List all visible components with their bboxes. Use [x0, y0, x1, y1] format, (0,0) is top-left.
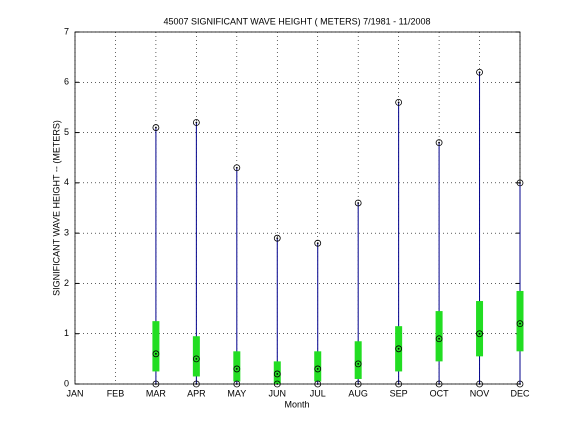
median-marker	[435, 335, 443, 343]
median-dot	[195, 357, 198, 360]
median-dot	[316, 368, 319, 370]
max-dot	[235, 166, 238, 169]
box	[476, 301, 484, 357]
max-dot	[357, 202, 360, 204]
median-marker	[354, 360, 362, 368]
y-axis-label: SIGNIFICANT WAVE HEIGHT -- (METERS)	[51, 120, 61, 296]
y-tick-label: 4	[64, 177, 69, 187]
x-tick-label: MAR	[146, 388, 167, 398]
median-marker	[152, 350, 160, 358]
max-marker	[516, 179, 524, 187]
median-dot	[357, 362, 360, 365]
min-dot	[438, 383, 440, 385]
box	[516, 290, 524, 352]
box	[314, 351, 322, 382]
x-axis-label: Month	[284, 399, 309, 409]
median-marker	[273, 370, 281, 378]
box	[273, 361, 281, 384]
min-marker	[516, 380, 524, 388]
max-marker	[435, 139, 443, 147]
min-marker	[192, 380, 200, 388]
y-tick-label: 7	[64, 26, 69, 36]
max-dot	[478, 71, 481, 74]
median-marker	[476, 330, 483, 338]
max-marker	[354, 199, 362, 207]
x-tick-label: MAY	[227, 388, 246, 398]
x-tick-label: SEP	[390, 388, 408, 398]
y-tick-label: 5	[64, 127, 69, 137]
x-tick-label: OCT	[430, 388, 450, 398]
box	[152, 321, 160, 372]
median-dot	[155, 352, 157, 355]
max-dot	[276, 237, 279, 240]
median-dot	[397, 347, 400, 350]
max-dot	[195, 121, 198, 124]
x-tick-label: JAN	[66, 388, 83, 398]
median-marker	[395, 345, 403, 353]
min-marker	[314, 380, 322, 388]
max-marker	[233, 164, 241, 172]
max-marker	[395, 99, 403, 106]
box	[233, 351, 241, 382]
max-dot	[397, 101, 400, 104]
median-dot	[478, 332, 481, 335]
max-marker	[314, 239, 322, 247]
min-marker	[476, 380, 483, 388]
min-dot	[357, 383, 360, 385]
box	[354, 341, 362, 379]
chart-title: 45007 SIGNIFICANT WAVE HEIGHT ( METERS) …	[163, 16, 430, 26]
median-marker	[192, 355, 200, 363]
x-tick-label: FEB	[107, 388, 125, 398]
median-marker	[233, 365, 241, 373]
max-dot	[519, 181, 521, 184]
min-dot	[397, 383, 400, 385]
x-tick-label: JUL	[310, 388, 326, 398]
median-marker	[516, 320, 524, 328]
max-marker	[152, 124, 160, 131]
y-tick-label: 2	[64, 278, 69, 288]
y-tick-label: 1	[64, 328, 69, 338]
median-dot	[438, 337, 440, 340]
min-marker	[435, 380, 443, 388]
median-marker	[314, 365, 322, 373]
median-dot	[519, 322, 521, 325]
min-dot	[155, 383, 157, 385]
min-marker	[354, 380, 362, 388]
min-dot	[276, 383, 279, 385]
min-dot	[519, 383, 521, 385]
min-dot	[195, 383, 198, 385]
x-tick-label: AUG	[348, 388, 368, 398]
x-tick-label: DEC	[510, 388, 530, 398]
y-tick-label: 3	[64, 228, 69, 238]
min-marker	[233, 380, 241, 388]
max-dot	[438, 141, 440, 144]
min-dot	[235, 383, 238, 385]
max-dot	[155, 126, 157, 129]
min-marker	[395, 380, 403, 388]
y-tick-label: 6	[64, 77, 69, 87]
y-tick-label: 0	[64, 378, 69, 388]
min-dot	[478, 383, 481, 385]
median-dot	[235, 368, 238, 370]
max-marker	[192, 119, 200, 126]
median-dot	[276, 373, 279, 375]
x-tick-label: APR	[187, 388, 206, 398]
max-marker	[273, 234, 281, 242]
box	[192, 336, 200, 377]
min-marker	[152, 380, 160, 388]
x-tick-label: NOV	[470, 388, 490, 398]
max-dot	[316, 242, 319, 245]
x-tick-label: JUN	[269, 388, 287, 398]
box	[435, 311, 443, 362]
max-marker	[476, 68, 483, 76]
min-dot	[316, 383, 319, 385]
min-marker	[273, 380, 281, 388]
